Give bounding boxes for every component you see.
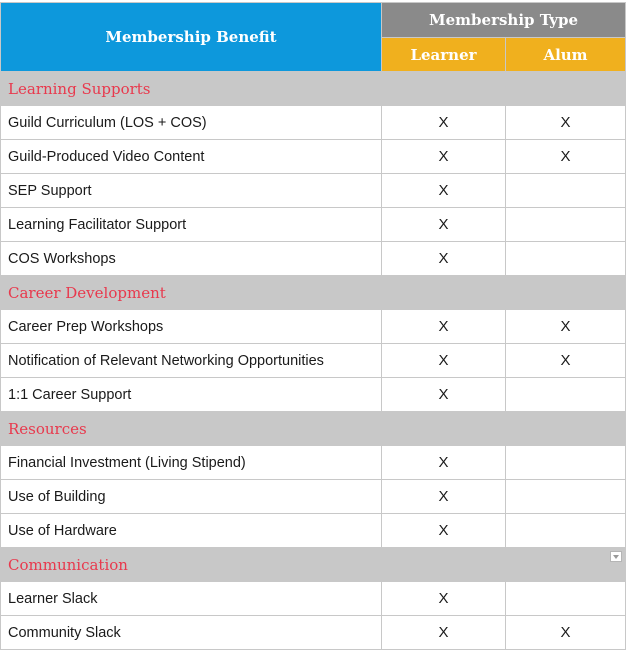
table-row: Career Prep Workshops X X — [0, 309, 626, 344]
alum-mark — [504, 241, 626, 276]
benefit-label: Learning Facilitator Support — [0, 207, 382, 242]
table-header: Membership Benefit Membership Type Learn… — [0, 2, 626, 72]
learner-mark: X — [381, 343, 506, 378]
alum-mark — [504, 207, 626, 242]
learner-mark: X — [381, 173, 506, 208]
learner-mark: X — [381, 309, 506, 344]
alum-mark — [504, 479, 626, 514]
section-learner-cell — [381, 411, 506, 446]
alum-mark: X — [504, 105, 626, 140]
section-title: Resources — [0, 411, 382, 446]
table-row: Guild-Produced Video Content X X — [0, 139, 626, 174]
table-row: Notification of Relevant Networking Oppo… — [0, 343, 626, 378]
section-alum-cell — [504, 71, 626, 106]
learner-mark: X — [381, 445, 506, 480]
learner-mark: X — [381, 241, 506, 276]
learner-mark: X — [381, 513, 506, 548]
section-row: Learning Supports — [0, 71, 626, 106]
section-alum-cell — [504, 547, 626, 582]
table-row: Use of Building X — [0, 479, 626, 514]
table-row: Use of Hardware X — [0, 513, 626, 548]
table-row: COS Workshops X — [0, 241, 626, 276]
benefit-label: COS Workshops — [0, 241, 382, 276]
learner-mark: X — [381, 581, 506, 616]
table-row: Learner Slack X — [0, 581, 626, 616]
alum-mark — [504, 513, 626, 548]
alum-mark: X — [504, 615, 626, 650]
benefit-label: Financial Investment (Living Stipend) — [0, 445, 382, 480]
section-row: Resources — [0, 411, 626, 446]
table-row: 1:1 Career Support X — [0, 377, 626, 412]
table-row: Financial Investment (Living Stipend) X — [0, 445, 626, 480]
learner-mark: X — [381, 207, 506, 242]
learner-column-header: Learner — [381, 37, 506, 72]
membership-type-header: Membership Type — [380, 2, 626, 38]
section-title: Learning Supports — [0, 71, 382, 106]
alum-mark: X — [504, 139, 626, 174]
section-row: Communication — [0, 547, 626, 582]
section-row: Career Development — [0, 275, 626, 310]
learner-mark: X — [381, 105, 506, 140]
benefit-label: SEP Support — [0, 173, 382, 208]
section-learner-cell — [381, 547, 506, 582]
alum-mark: X — [504, 309, 626, 344]
learner-mark: X — [381, 615, 506, 650]
alum-mark — [504, 173, 626, 208]
benefit-label: Guild-Produced Video Content — [0, 139, 382, 174]
learner-mark: X — [381, 377, 506, 412]
table-row: Learning Facilitator Support X — [0, 207, 626, 242]
benefit-label: Career Prep Workshops — [0, 309, 382, 344]
alum-mark — [504, 581, 626, 616]
section-title: Communication — [0, 547, 382, 582]
learner-mark: X — [381, 479, 506, 514]
benefit-label: Learner Slack — [0, 581, 382, 616]
learner-mark: X — [381, 139, 506, 174]
benefit-label: 1:1 Career Support — [0, 377, 382, 412]
section-alum-cell — [504, 275, 626, 310]
table-body: Learning Supports Guild Curriculum (LOS +… — [0, 71, 626, 650]
alum-mark — [504, 377, 626, 412]
benefit-label: Community Slack — [0, 615, 382, 650]
benefit-label: Notification of Relevant Networking Oppo… — [0, 343, 382, 378]
section-alum-cell — [504, 411, 626, 446]
membership-benefit-header: Membership Benefit — [0, 2, 382, 72]
benefit-label: Use of Hardware — [0, 513, 382, 548]
alum-column-header: Alum — [504, 37, 626, 72]
section-title: Career Development — [0, 275, 382, 310]
benefit-label: Guild Curriculum (LOS + COS) — [0, 105, 382, 140]
table-row: Community Slack X X — [0, 615, 626, 650]
benefit-label: Use of Building — [0, 479, 382, 514]
alum-mark: X — [504, 343, 626, 378]
section-learner-cell — [381, 71, 506, 106]
table-row: SEP Support X — [0, 173, 626, 208]
table-row: Guild Curriculum (LOS + COS) X X — [0, 105, 626, 140]
section-learner-cell — [381, 275, 506, 310]
dropdown-arrow-icon[interactable] — [610, 551, 623, 562]
alum-mark — [504, 445, 626, 480]
